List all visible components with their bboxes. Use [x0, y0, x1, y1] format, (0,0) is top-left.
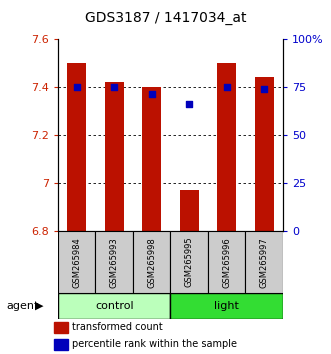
Text: GSM265995: GSM265995 — [185, 237, 194, 287]
Bar — [58, 293, 170, 319]
Bar — [133, 231, 170, 293]
Text: agent: agent — [7, 301, 39, 311]
Text: GSM265996: GSM265996 — [222, 237, 231, 287]
Text: GSM265984: GSM265984 — [72, 237, 81, 287]
Bar — [54, 339, 68, 349]
Bar — [246, 231, 283, 293]
Point — [187, 101, 192, 107]
Text: light: light — [214, 301, 239, 311]
Point — [74, 84, 79, 90]
Bar — [54, 322, 68, 333]
Text: GSM265998: GSM265998 — [147, 237, 156, 287]
Bar — [217, 63, 236, 231]
Bar — [105, 82, 123, 231]
Point — [112, 84, 117, 90]
Text: transformed count: transformed count — [72, 322, 163, 332]
Point — [261, 87, 267, 92]
Bar — [95, 231, 133, 293]
Text: GSM265997: GSM265997 — [260, 237, 269, 287]
Bar — [170, 231, 208, 293]
Bar — [58, 231, 95, 293]
Text: ▶: ▶ — [35, 301, 43, 311]
Point — [149, 91, 154, 97]
Bar — [255, 78, 274, 231]
Bar — [67, 63, 86, 231]
Text: GDS3187 / 1417034_at: GDS3187 / 1417034_at — [85, 11, 246, 25]
Text: control: control — [95, 301, 133, 311]
Bar — [142, 87, 161, 231]
Bar — [170, 293, 283, 319]
Text: percentile rank within the sample: percentile rank within the sample — [72, 339, 237, 349]
Bar — [180, 190, 199, 231]
Point — [224, 84, 229, 90]
Bar — [208, 231, 246, 293]
Text: GSM265993: GSM265993 — [110, 237, 119, 287]
